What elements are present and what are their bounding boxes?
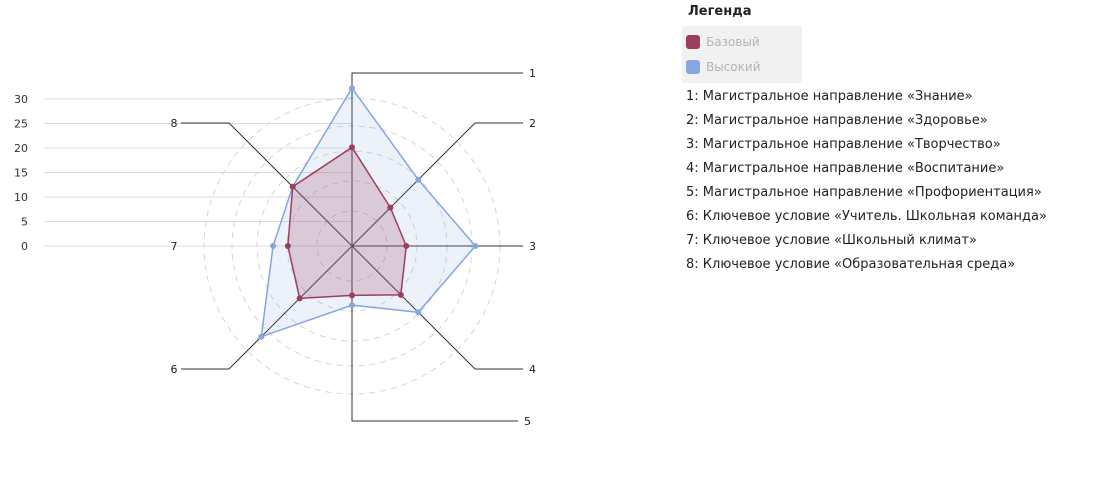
category-label-7: 7 [171,240,178,253]
data-point-base-8[interactable] [289,183,296,190]
data-point-high-2[interactable] [415,176,422,183]
axis-description-1: 1: Магистральное направление «Знание» [686,89,973,104]
data-point-base-5[interactable] [349,292,355,299]
legend-title: Легенда [688,4,752,19]
category-label-8: 8 [171,117,178,130]
radar-chart: 0 5 10 15 20 25 30 1 2 3 4 5 6 7 8 [14,67,537,428]
scale-tick-label-30: 30 [14,93,28,106]
legend-entry-base[interactable]: Базовый [686,32,760,52]
data-point-base-2[interactable] [387,204,394,211]
legend-swatch-high [686,60,700,74]
axis-description-5: 5: Магистральное направление «Профориент… [686,185,1042,200]
data-point-high-6[interactable] [258,333,265,340]
scale-tick-label-15: 15 [14,167,28,180]
axis-description-7: 7: Ключевое условие «Школьный климат» [686,233,977,248]
data-point-base-6[interactable] [296,295,303,302]
category-label-1: 1 [529,67,536,80]
spoke-6 [181,245,353,370]
data-point-high-4[interactable] [415,309,422,316]
axis-description-6: 6: Ключевое условие «Учитель. Школьная к… [686,209,1047,224]
data-point-base-1[interactable] [349,144,355,151]
spokes [92,72,523,422]
data-point-base-4[interactable] [397,291,404,298]
data-point-base-3[interactable] [403,243,410,249]
legend-label-base: Базовый [706,35,760,49]
category-label-3: 3 [529,240,536,253]
scale-tick-label-0: 0 [21,240,28,253]
data-point-base-7[interactable] [284,243,291,249]
data-point-high-1[interactable] [349,85,355,92]
scale-tick-label-25: 25 [14,118,28,131]
category-label-6: 6 [171,363,178,376]
category-label-2: 2 [529,117,536,130]
axis-description-8: 8: Ключевое условие «Образовательная сре… [686,257,1016,272]
data-point-high-3[interactable] [472,243,479,249]
spoke-8 [181,122,353,247]
axis-description-list: 1: Магистральное направление «Знание» 2:… [686,86,1047,278]
data-point-high-5[interactable] [349,302,355,309]
legend-entry-high[interactable]: Высокий [686,57,761,77]
scale-tick-label-10: 10 [14,191,28,204]
legend-swatch-base [686,35,700,49]
scale-tick-label-5: 5 [21,216,28,229]
axis-description-4: 4: Магистральное направление «Воспитание… [686,161,1005,176]
category-labels: 1 2 3 4 5 6 7 8 [171,67,537,428]
category-label-5: 5 [524,415,531,428]
legend-label-high: Высокий [706,60,761,74]
spoke-1 [351,72,523,246]
spoke-4 [351,245,523,370]
series-layer [258,85,479,340]
legend-box: Базовый Высокий [682,26,802,83]
spoke-2 [351,122,523,247]
data-point-high-7[interactable] [270,243,277,249]
scale-tick-label-20: 20 [14,142,28,155]
axis-description-2: 2: Магистральное направление «Здоровье» [686,113,988,128]
axis-description-3: 3: Магистральное направление «Творчество… [686,137,1001,152]
category-label-4: 4 [529,363,536,376]
